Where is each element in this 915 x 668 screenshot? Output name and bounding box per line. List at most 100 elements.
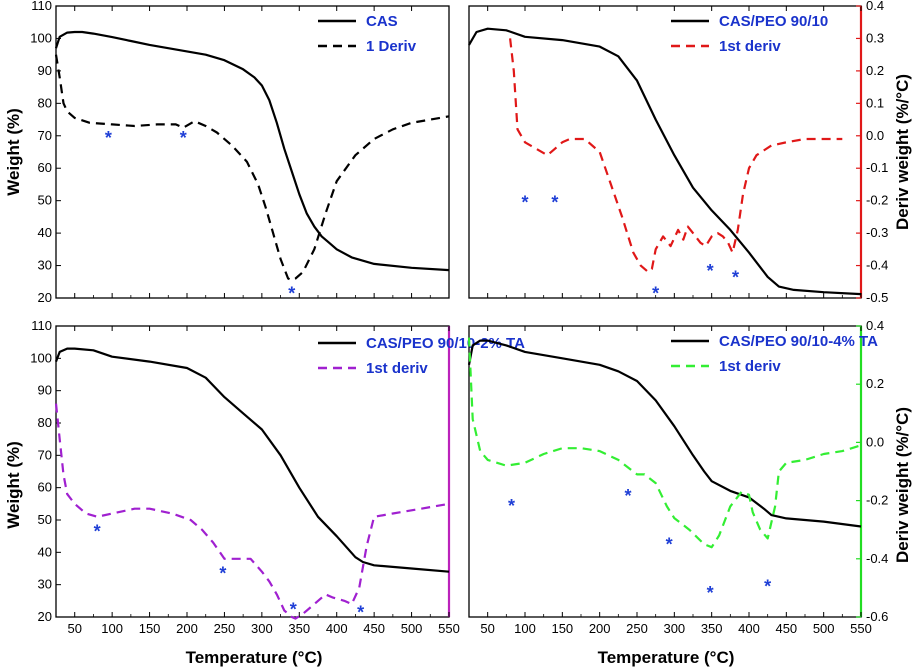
legend-label: CAS xyxy=(366,13,398,30)
step-marker-star: * xyxy=(521,193,528,213)
step-marker-star: * xyxy=(290,599,297,619)
legend-label: 1st deriv xyxy=(366,360,428,377)
y-tick-label: 100 xyxy=(30,350,52,365)
x-tick-label: 400 xyxy=(738,621,760,636)
x-tick-label: 500 xyxy=(401,621,423,636)
x-tick-label: 500 xyxy=(813,621,835,636)
x-tick-label: 250 xyxy=(626,621,648,636)
x-tick-label: 50 xyxy=(67,621,81,636)
x-tick-label: 150 xyxy=(551,621,573,636)
step-marker-star: * xyxy=(707,261,714,281)
series-line-deriv xyxy=(54,54,450,282)
x-tick-label: 300 xyxy=(251,621,273,636)
x-tick-label: 450 xyxy=(775,621,797,636)
y-tick-label: 60 xyxy=(38,480,52,495)
x-tick-label: 450 xyxy=(363,621,385,636)
x-tick-label: 300 xyxy=(663,621,685,636)
y2-tick-label: 0.1 xyxy=(866,95,884,110)
y-tick-label: 70 xyxy=(38,128,52,143)
y2-tick-label: 0.2 xyxy=(866,63,884,78)
y-label-bottom-left: Weight (%) xyxy=(4,441,23,529)
y2-label-top-right: Deriv weight (%/°C) xyxy=(893,74,912,230)
x-tick-label: 350 xyxy=(701,621,723,636)
step-marker-star: * xyxy=(105,128,112,148)
step-marker-star: * xyxy=(551,193,558,213)
y-tick-label: 110 xyxy=(31,0,52,13)
x-tick-label: 100 xyxy=(514,621,536,636)
step-marker-star: * xyxy=(666,535,673,555)
y-tick-label: 80 xyxy=(38,95,52,110)
x-tick-label: 200 xyxy=(176,621,198,636)
y2-tick-label: -0.3 xyxy=(866,225,888,240)
legend-label: CAS/PEO 90/10-4% TA xyxy=(719,333,878,350)
x-tick-label: 200 xyxy=(589,621,611,636)
y-tick-label: 40 xyxy=(38,544,52,559)
step-marker-star: * xyxy=(625,486,632,506)
y-tick-label: 50 xyxy=(38,512,52,527)
y-tick-label: 70 xyxy=(38,447,52,462)
y2-tick-label: 0.0 xyxy=(866,128,884,143)
legend-label: 1st deriv xyxy=(719,38,781,55)
legend-label: CAS/PEO 90/10-2% TA xyxy=(366,335,525,352)
series-line-deriv xyxy=(467,337,862,549)
y2-tick-label: -0.6 xyxy=(866,609,888,624)
panel-top-left: 20 30 40 50 60 70 80 90 100 110 * * * CAS 1 Deriv xyxy=(30,0,450,305)
legend-label: CAS/PEO 90/10 xyxy=(719,13,828,30)
y-tick-label: 40 xyxy=(38,225,52,240)
x-tick-label: 400 xyxy=(326,621,348,636)
x-tick-label: 250 xyxy=(214,621,236,636)
y-tick-label: 60 xyxy=(38,160,52,175)
y-tick-label: 30 xyxy=(38,258,52,273)
step-marker-star: * xyxy=(180,128,187,148)
y2-tick-label: -0.1 xyxy=(866,160,888,175)
panel-top-right: -0.5 -0.4 -0.3 -0.2 -0.1 0.0 0.1 0.2 0.3 0.4 * * * * *… xyxy=(468,0,888,305)
x-tick-label: 50 xyxy=(480,621,494,636)
y-tick-label: 90 xyxy=(38,63,52,78)
y-tick-label: 80 xyxy=(38,415,52,430)
step-marker-star: * xyxy=(219,564,226,584)
y-tick-label: 90 xyxy=(38,383,52,398)
series-line-deriv xyxy=(509,38,843,274)
series-line-deriv xyxy=(54,403,450,620)
x-label-bottom-left: Temperature (°C) xyxy=(186,648,323,667)
y-label-top-left: Weight (%) xyxy=(4,108,23,196)
y-tick-label: 100 xyxy=(30,30,52,45)
series-line-weight xyxy=(54,347,450,573)
step-marker-star: * xyxy=(94,522,101,542)
plot-frame xyxy=(468,5,862,299)
x-tick-label: 350 xyxy=(288,621,310,636)
y2-tick-label: 0.4 xyxy=(866,0,884,13)
x-tick-label: 550 xyxy=(438,621,460,636)
y2-tick-label: -0.2 xyxy=(866,493,888,508)
step-marker-star: * xyxy=(732,267,739,287)
y2-tick-label: 0.0 xyxy=(866,434,884,449)
legend-label: 1st deriv xyxy=(719,358,781,375)
x-tick-label: 100 xyxy=(101,621,123,636)
step-marker-star: * xyxy=(652,284,659,304)
step-marker-star: * xyxy=(288,284,295,304)
y-tick-label: 30 xyxy=(38,577,52,592)
series-line-weight xyxy=(468,27,862,296)
x-label-bottom-right: Temperature (°C) xyxy=(598,648,735,667)
y-tick-label: 50 xyxy=(38,193,52,208)
plot-frame xyxy=(468,325,862,618)
y2-tick-label: -0.2 xyxy=(866,193,888,208)
step-marker-star: * xyxy=(764,577,771,597)
panel-bottom-left: 50 100 150 200 250 300 350 400 450 500 550 20 30 40 50… xyxy=(30,318,525,636)
y-tick-label: 110 xyxy=(31,318,52,333)
y2-label-bottom-right: Deriv weight (%/°C) xyxy=(893,407,912,563)
plot-frame xyxy=(55,5,450,299)
y2-tick-label: -0.4 xyxy=(866,258,888,273)
y-tick-label: 20 xyxy=(38,609,52,624)
y2-tick-label: -0.5 xyxy=(866,290,888,305)
panel-bottom-right: 50 100 150 200 250 300 350 400 450 500 550-0.6 -0.4… xyxy=(467,318,888,636)
legend-label: 1 Deriv xyxy=(366,38,417,55)
step-marker-star: * xyxy=(508,496,515,516)
step-marker-star: * xyxy=(707,583,714,603)
y2-tick-label: 0.2 xyxy=(866,376,884,391)
y2-tick-label: 0.3 xyxy=(866,30,884,45)
step-marker-star: * xyxy=(357,603,364,623)
y2-tick-label: -0.4 xyxy=(866,551,888,566)
y-tick-label: 20 xyxy=(38,290,52,305)
